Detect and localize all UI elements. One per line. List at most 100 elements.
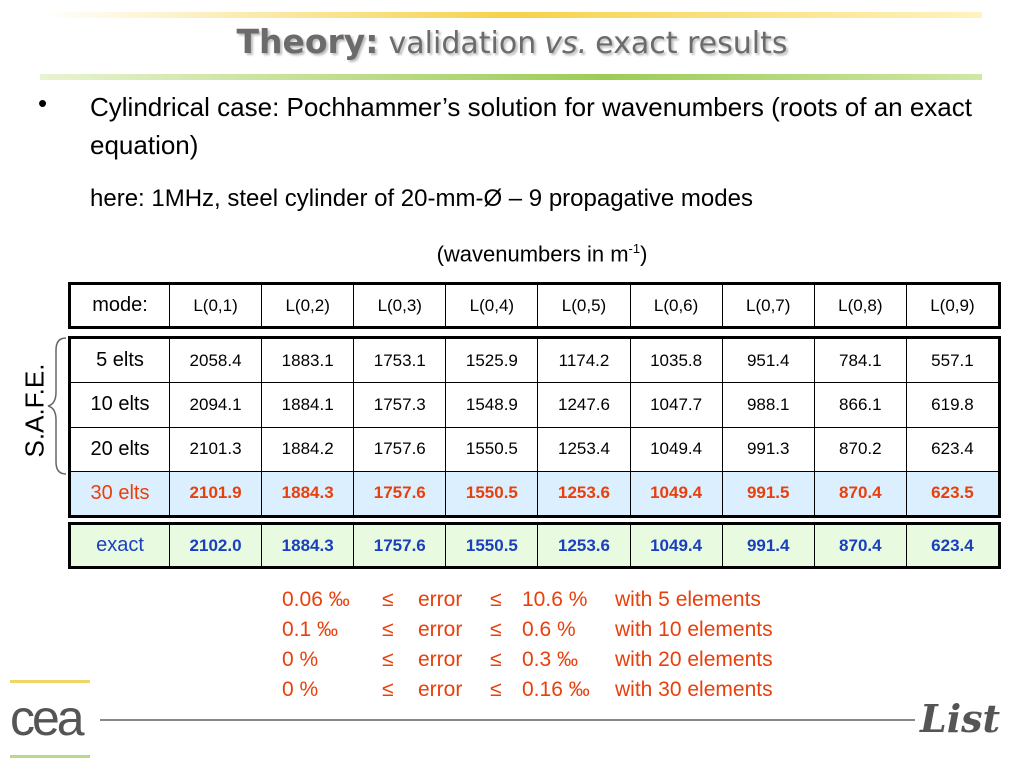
cell: L(0,6) (629, 284, 723, 327)
bullet: Cylindrical case: Pochhammer’s solution … (90, 92, 972, 160)
cell: 1253.6 (537, 470, 631, 517)
error-text: ≤ (382, 648, 394, 671)
cell: 951.4 (721, 337, 815, 384)
logo-cea: cea (10, 690, 85, 746)
brace (47, 337, 67, 475)
error-text: error (418, 678, 463, 701)
results-table: 5 elts 2058.4 1883.1 1753.1 1525.9 1174.2 1035… (68, 336, 1001, 518)
cell: 1550.5 (445, 426, 539, 472)
cell: 1253.4 (537, 426, 631, 472)
error-text: 0.3 ‰ (522, 648, 579, 671)
cell: 1550.5 (445, 524, 539, 567)
table-row: 30 elts 2101.9 1884.3 1757.6 1550.5 1253.6 104… (70, 470, 1000, 517)
cell: 1753.1 (353, 337, 447, 384)
cell: 1757.6 (353, 470, 447, 517)
cell: 557.1 (905, 337, 1000, 384)
cell: 988.1 (721, 382, 815, 428)
logo-line (10, 680, 90, 683)
error-text: with 10 elements (615, 618, 773, 641)
cell: 619.8 (905, 382, 1000, 428)
cell: L(0,9) (905, 284, 1000, 327)
footer-line (100, 719, 915, 721)
error-text: ≤ (382, 588, 394, 611)
logo-line (10, 755, 90, 758)
row-label: exact (70, 524, 170, 567)
error-text: 0 % (282, 648, 319, 671)
table-row: exact 2102.0 1884.3 1757.6 1550.5 1253.6 1049.… (70, 524, 1000, 567)
cell: 1247.6 (537, 382, 631, 428)
error-text: error (418, 588, 463, 611)
cell: 1047.7 (629, 382, 723, 428)
cell: 2102.0 (168, 524, 263, 567)
error-text: with 5 elements (615, 588, 761, 611)
units-close: ) (640, 241, 648, 267)
cell: 991.4 (721, 524, 815, 567)
table-row: 10 elts 2094.1 1884.1 1757.3 1548.9 1247.6 104… (70, 382, 1000, 428)
error-text: 0.1 ‰ (282, 618, 339, 641)
error-text: with 20 elements (615, 648, 773, 671)
units-text: (wavenumbers in m (436, 241, 629, 267)
error-text: 0.06 ‰ (282, 588, 350, 611)
cell: L(0,1) (168, 284, 263, 327)
cell: 2101.9 (168, 470, 263, 517)
cell: 1757.6 (353, 426, 447, 472)
title: Theory: validation vs. exact results (0, 22, 1024, 61)
top-line (40, 12, 982, 18)
table-row: 5 elts 2058.4 1883.1 1753.1 1525.9 1174.2 1035… (70, 337, 1000, 384)
error-text: error (418, 618, 463, 641)
cell: 1525.9 (445, 337, 539, 384)
cell: 1035.8 (629, 337, 723, 384)
cell: 623.4 (905, 426, 1000, 472)
title-part: exact results (595, 26, 788, 61)
error-text: ≤ (490, 648, 502, 671)
cell: L(0,5) (537, 284, 631, 327)
cell: L(0,2) (261, 284, 355, 327)
title-part: validation (388, 26, 537, 61)
error-text: 0 % (282, 678, 319, 701)
cell: 870.2 (813, 426, 907, 472)
row-label: 30 elts (70, 470, 170, 517)
cell: L(0,3) (353, 284, 447, 327)
logo-list: List (920, 696, 1001, 741)
row-label: 20 elts (70, 426, 170, 472)
table-row: 20 elts 2101.3 1884.2 1757.6 1550.5 1253.4 104… (70, 426, 1000, 472)
cell: 866.1 (813, 382, 907, 428)
cell: L(0,7) (721, 284, 815, 327)
cell: 2094.1 (168, 382, 263, 428)
cell: 870.4 (813, 470, 907, 517)
cell: 1049.4 (629, 524, 723, 567)
cell: 991.3 (721, 426, 815, 472)
cell: 1550.5 (445, 470, 539, 517)
error-text: 10.6 % (522, 588, 588, 611)
cell: 1253.6 (537, 524, 631, 567)
row-label: 10 elts (70, 382, 170, 428)
cell: 1049.4 (629, 426, 723, 472)
cell: 1548.9 (445, 382, 539, 428)
bullet-dot: • (38, 88, 48, 118)
error-text: ≤ (382, 618, 394, 641)
cell: 623.4 (905, 524, 1000, 567)
cell: 991.5 (721, 470, 815, 517)
cell: 1884.3 (261, 524, 355, 567)
title-vs: vs. (544, 26, 588, 61)
cell: 1884.1 (261, 382, 355, 428)
cell: 1174.2 (537, 337, 631, 384)
cell: 623.5 (905, 470, 1000, 517)
row-label: mode: (70, 284, 170, 327)
error-text: 0.6 % (522, 618, 576, 641)
side-label: S.A.F.E. (19, 363, 50, 458)
cell: 1049.4 (629, 470, 723, 517)
units: (wavenumbers in m-1) (0, 241, 1024, 267)
exact-table: exact 2102.0 1884.3 1757.6 1550.5 1253.6 1049.… (68, 522, 1001, 569)
title-bold: Theory: (236, 22, 379, 61)
note: here: 1MHz, steel cylinder of 20-mm-Ø – … (90, 185, 753, 212)
error-text: ≤ (490, 588, 502, 611)
error-text: ≤ (490, 678, 502, 701)
cell: L(0,4) (445, 284, 539, 327)
error-text: with 30 elements (615, 678, 773, 701)
header-table: mode: L(0,1) L(0,2) L(0,3) L(0,4) L(0,5) L(0,6… (68, 282, 1001, 329)
cell: 1757.6 (353, 524, 447, 567)
error-text: error (418, 648, 463, 671)
cell: 784.1 (813, 337, 907, 384)
cell: 1884.2 (261, 426, 355, 472)
